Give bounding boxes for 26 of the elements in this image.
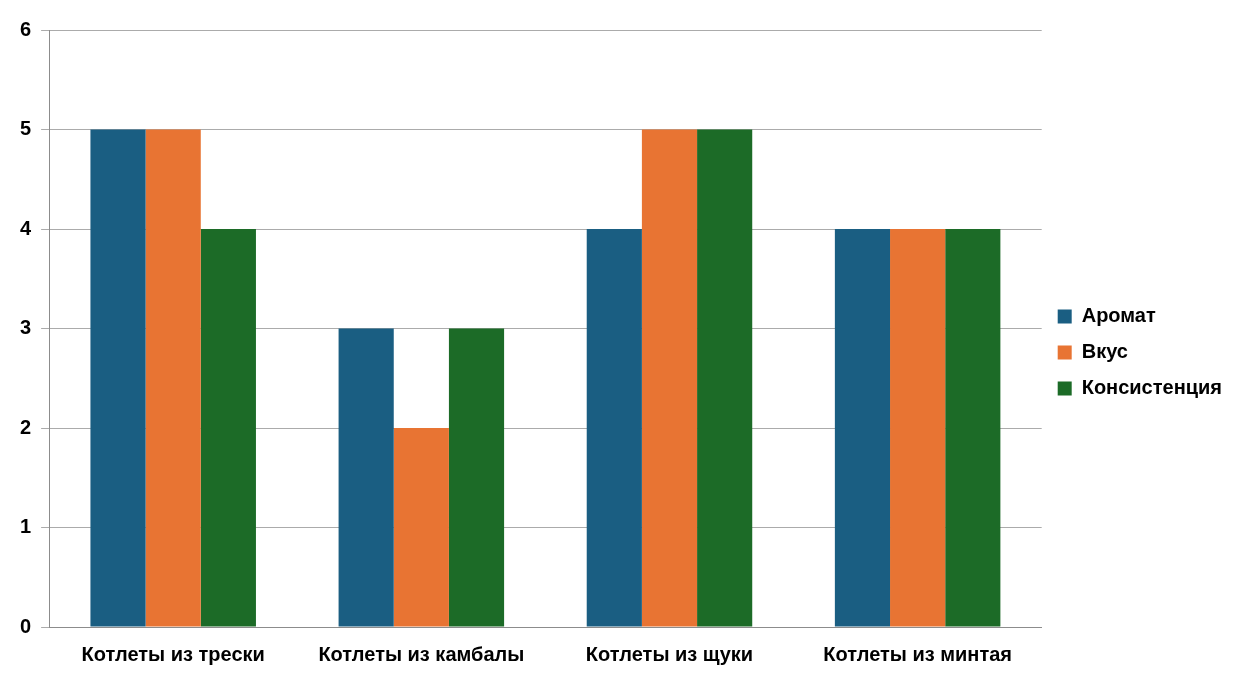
x-tick-label: Котлеты из минтая [823, 642, 1012, 665]
bar [145, 129, 201, 627]
bar [90, 129, 146, 627]
y-tick-label: 5 [20, 117, 32, 140]
bar [890, 229, 946, 627]
bar [338, 328, 394, 627]
y-tick-label: 4 [20, 216, 32, 239]
x-tick-label: Котлеты из щуки [585, 642, 754, 665]
bar [834, 229, 891, 627]
y-tick-label: 3 [20, 316, 32, 339]
bar [448, 328, 505, 627]
x-tick-label: Котлеты из трески [81, 642, 265, 665]
bar [945, 229, 1001, 627]
y-tick-label: 1 [20, 515, 32, 538]
bar [697, 129, 753, 627]
bar [200, 229, 256, 627]
y-tick-label: 6 [20, 17, 32, 40]
bar [586, 229, 642, 627]
bar [641, 129, 698, 627]
legend-label: Консистенция [1081, 376, 1223, 399]
x-tick-label: Котлеты из камбалы [318, 642, 525, 665]
y-tick-label: 0 [20, 614, 32, 637]
legend-label: Аромат [1081, 304, 1156, 327]
y-tick-label: 2 [20, 415, 32, 438]
bar [393, 428, 449, 627]
legend-label: Вкус [1081, 340, 1128, 363]
